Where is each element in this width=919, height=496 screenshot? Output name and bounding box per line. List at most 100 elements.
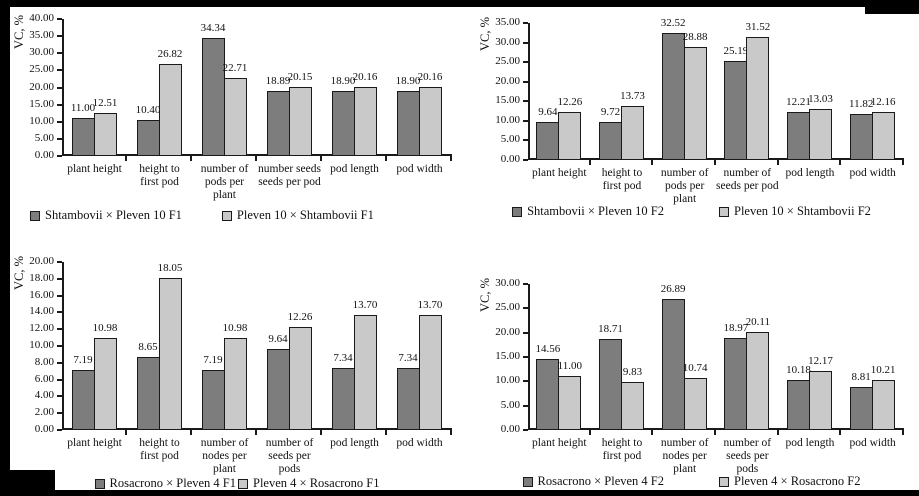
bar-value-label: 14.56 <box>535 343 561 356</box>
x-category-line: plant height <box>67 437 122 449</box>
bar <box>849 113 873 159</box>
bar-value-label: 10.98 <box>222 321 248 334</box>
bar-value-label: 28.88 <box>682 30 708 43</box>
y-tick-label: 20.00 <box>29 255 54 267</box>
bar <box>418 314 442 429</box>
x-tick-mark <box>714 160 716 165</box>
y-tick-mark <box>57 69 62 72</box>
x-category-line: pods per plant <box>204 176 245 201</box>
y-tick-label: 5.00 <box>500 398 520 411</box>
y-tick-label: 15.00 <box>29 97 54 110</box>
y-tick-mark <box>57 52 62 55</box>
y-tick-mark <box>57 429 62 431</box>
bar-value-label: 18.05 <box>157 262 183 275</box>
y-tick-label: 20.00 <box>495 325 520 338</box>
x-tick-mark <box>902 160 904 165</box>
bar-value-label: 13.73 <box>620 90 645 103</box>
y-tick-mark <box>523 41 528 44</box>
x-tick-mark <box>320 156 322 161</box>
legend-item: Shtambovii × Pleven 10 F2 <box>512 204 664 219</box>
x-category-line: number of <box>265 437 314 449</box>
y-tick-label: 30.00 <box>495 35 520 48</box>
bar <box>71 369 95 429</box>
bar-value-label: 26.89 <box>660 283 686 296</box>
y-tick-mark <box>57 361 62 364</box>
y-tick-label: 25.00 <box>495 55 520 68</box>
legend-swatch <box>719 476 729 487</box>
y-tick-label: 2.00 <box>34 406 54 419</box>
bar-value-label: 20.16 <box>417 70 443 83</box>
bar <box>353 314 377 429</box>
chart-panel-bottom-left: VC, % 20.00 18.00 16.00 14.00 12.00 10.00 8.00 6… <box>10 248 464 490</box>
y-tick-mark <box>57 18 62 20</box>
bar <box>288 86 312 155</box>
y-tick-label: 10.00 <box>495 374 520 387</box>
legend-swatch <box>221 210 232 221</box>
y-tick-mark <box>57 277 62 280</box>
bar <box>353 86 377 155</box>
x-category-line: height to <box>601 167 643 179</box>
x-category-line: plant height <box>532 167 587 179</box>
bar-value-label: 31.52 <box>745 20 771 33</box>
bar <box>223 78 247 155</box>
x-category-line: number of <box>723 167 772 179</box>
legend-swatch <box>238 478 248 489</box>
legend-label: Pleven 4 × Rosacrono F2 <box>734 474 861 488</box>
bar-value-label: 18.89 <box>265 75 291 88</box>
bar-value-label: 11.00 <box>70 102 96 115</box>
y-tick-label: 8.00 <box>34 355 54 368</box>
bar <box>724 61 748 159</box>
x-category-line: pods per plant <box>665 180 705 205</box>
bar-value-label: 7.19 <box>73 353 93 366</box>
bar <box>536 122 560 159</box>
legend-label: Rosacrono × Pleven 4 F1 <box>109 476 236 490</box>
bar <box>266 91 290 155</box>
legend: Shtambovii × Pleven 10 F1 Pleven 10 × Sht… <box>10 208 464 223</box>
bar-value-label: 7.34 <box>333 352 353 365</box>
x-category-line: plant height <box>67 163 122 175</box>
bar-value-label: 9.72 <box>600 105 621 118</box>
y-tick-mark <box>57 395 62 398</box>
x-category-line: pod width <box>396 437 443 449</box>
x-tick-mark <box>190 430 192 435</box>
y-tick-label: 0.00 <box>500 423 520 435</box>
bar-value-label: 9.83 <box>622 366 643 379</box>
y-tick-label: 15.00 <box>495 94 520 107</box>
x-category-label: number of seeds per pods <box>257 437 322 476</box>
y-tick-mark <box>57 328 62 331</box>
screen-edge-top-right <box>865 0 919 14</box>
legend: Rosacrono × Pleven 4 F2 Pleven 4 × Rosacr… <box>464 474 919 489</box>
figure-canvas: VC, % 40.00 35.00 30.00 25.00 20.00 15.00 10.00… <box>10 7 919 490</box>
y-tick-mark <box>523 61 528 64</box>
x-category-label: number of nodes per plant <box>653 437 716 476</box>
legend-item: Pleven 4 × Rosacrono F2 <box>719 474 860 489</box>
bar-value-label: 10.74 <box>682 361 708 374</box>
x-category-label: number of nodes per plant <box>192 437 257 476</box>
bar-value-label: 26.82 <box>157 48 183 61</box>
x-category-line: pod width <box>396 163 443 175</box>
y-tick-mark <box>523 331 528 334</box>
x-category-label: plant height <box>62 437 127 450</box>
y-tick-label: 25.00 <box>29 63 54 76</box>
bar-value-label: 20.11 <box>745 316 770 329</box>
y-tick-label: 40.00 <box>29 12 54 24</box>
legend-label: Shtambovii × Pleven 10 F2 <box>527 204 664 218</box>
x-category-line: height to <box>139 437 180 449</box>
x-category-label: pod width <box>841 167 904 180</box>
bar-value-label: 13.70 <box>352 298 378 311</box>
bar <box>136 357 160 429</box>
x-category-line: height to <box>601 437 643 449</box>
y-tick-mark <box>57 155 62 157</box>
y-tick-label: 16.00 <box>29 288 54 301</box>
bar-value-label: 20.16 <box>352 70 378 83</box>
bar-value-label: 13.03 <box>808 92 833 105</box>
y-tick-label: 25.00 <box>495 301 520 314</box>
y-tick-mark <box>523 429 528 431</box>
bar <box>266 349 290 429</box>
y-tick-mark <box>523 380 528 383</box>
y-tick-mark <box>57 35 62 38</box>
x-category-line: number of <box>660 437 709 449</box>
y-tick-label: 35.00 <box>495 16 520 28</box>
x-category-line: pod width <box>849 167 896 179</box>
y-tick-mark <box>523 404 528 407</box>
